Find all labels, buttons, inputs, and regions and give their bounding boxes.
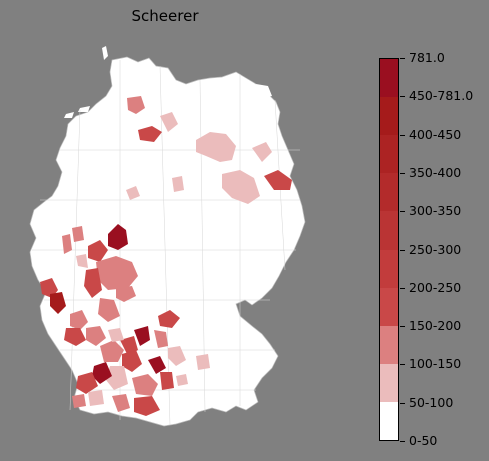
district-north-4: [196, 132, 236, 162]
district-sw-7: [168, 346, 186, 366]
legend-tick-label: 200-250: [409, 279, 462, 295]
district-mid-2: [172, 176, 184, 192]
legend-tick-label: 50-100: [409, 394, 454, 410]
district-west-1: [108, 224, 128, 250]
legend-tick-label: 300-350: [409, 203, 462, 219]
legend-swatch: [380, 210, 398, 250]
district-sw-10: [106, 366, 128, 390]
legend-tick-mark: [400, 364, 405, 366]
legend-swatch: [380, 58, 398, 98]
district-west-4: [72, 226, 84, 242]
district-sw-8: [148, 356, 166, 374]
legend-swatch: [380, 363, 398, 402]
district-northeast-1: [252, 142, 272, 162]
district-sw-6: [158, 310, 180, 328]
district-sw-12: [76, 372, 98, 394]
district-sw-19: [112, 394, 130, 412]
district-sw-11: [92, 362, 112, 384]
legend-swatch: [380, 401, 398, 440]
district-north-1: [127, 96, 145, 114]
district-east-2: [264, 170, 292, 190]
legend-tick-label: 450-781.0: [409, 88, 474, 104]
district-sw-1: [100, 340, 124, 362]
district-east-1: [222, 170, 260, 204]
district-west-12: [70, 310, 88, 330]
island-baltic: [256, 84, 272, 98]
legend-tick-mark: [400, 96, 405, 98]
legend-tick-label: 350-400: [409, 164, 462, 180]
district-sw-5: [154, 330, 168, 348]
district-west-3: [62, 234, 72, 254]
legend-tick-mark: [400, 211, 405, 213]
district-sw-16: [176, 374, 188, 386]
map-title: Scheerer: [131, 7, 199, 25]
island-northwest-2: [78, 106, 90, 112]
legend-tick-label: 400-450: [409, 126, 462, 142]
district-west-5: [76, 254, 88, 268]
legend-swatch: [380, 249, 398, 288]
district-west-6: [96, 256, 138, 290]
legend-tick-labels: 781.0 450-781.0 400-450 350-400 300-350 250-3…: [400, 50, 489, 448]
district-sw-18: [88, 390, 104, 406]
district-sw-13: [132, 374, 158, 396]
district-west-8: [40, 278, 58, 298]
legend-tick-mark: [400, 249, 405, 251]
legend-tick-mark: [400, 172, 405, 174]
district-west-7: [84, 268, 102, 298]
district-sw-4: [108, 328, 124, 342]
district-sw-15: [196, 354, 210, 370]
legend-swatch: [380, 96, 398, 136]
island-north: [102, 46, 108, 60]
district-west-14: [86, 326, 106, 346]
legend-tick-label: 781.0: [409, 50, 445, 65]
colored-districts: [40, 96, 292, 416]
legend-tick-label: 100-150: [409, 356, 462, 372]
legend-tick-label: 0-50: [409, 433, 438, 448]
island-northwest-1: [64, 112, 74, 118]
legend-tick-mark: [400, 402, 405, 404]
district-west-11: [98, 298, 120, 322]
district-sw-14: [160, 372, 174, 390]
district-sw-9: [122, 350, 142, 372]
district-west-10: [116, 286, 136, 302]
district-north-2: [138, 126, 162, 142]
legend-tick-mark: [400, 287, 405, 289]
legend-swatch: [380, 325, 398, 364]
district-sw-3: [134, 326, 150, 346]
legend-swatch: [380, 172, 398, 212]
district-west-2: [88, 240, 108, 262]
legend-tick-mark: [400, 326, 405, 328]
legend-tick-mark: [400, 134, 405, 136]
district-mid-1: [126, 186, 140, 200]
legend-tick-mark: [400, 441, 405, 442]
district-west-9: [50, 292, 66, 314]
district-north-3: [160, 112, 178, 132]
district-sw-20: [134, 396, 160, 416]
legend-tick-mark: [400, 58, 405, 59]
district-west-13: [64, 328, 86, 346]
legend-colorbar: [379, 58, 399, 441]
legend-tick-label: 150-200: [409, 318, 462, 334]
legend-swatch: [380, 287, 398, 326]
legend-swatch: [380, 134, 398, 174]
district-sw-17: [72, 394, 86, 408]
legend-tick-label: 250-300: [409, 241, 462, 257]
